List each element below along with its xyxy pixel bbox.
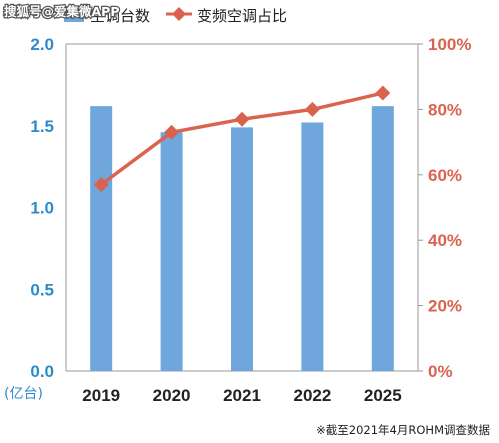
legend-bar-swatch bbox=[64, 6, 84, 22]
right-tick-label: 40% bbox=[428, 231, 462, 250]
x-tick-label: 2020 bbox=[153, 386, 191, 405]
left-tick-label: 0.5 bbox=[30, 280, 54, 299]
x-tick-label: 2021 bbox=[223, 386, 261, 405]
line-point bbox=[234, 111, 250, 127]
legend-line-label: 变频空调占比 bbox=[197, 7, 287, 25]
left-tick-label: 0.0 bbox=[30, 362, 54, 381]
watermark: 搜狐号@爱集微APP bbox=[4, 4, 120, 19]
source-note: ※截至2021年4月ROHM调查数据 bbox=[316, 423, 490, 437]
right-tick-label: 60% bbox=[428, 166, 462, 185]
bar bbox=[231, 127, 253, 371]
line-point bbox=[375, 85, 391, 101]
right-tick-label: 20% bbox=[428, 297, 462, 316]
bar bbox=[90, 106, 113, 371]
legend-bar-label: 空调台数 bbox=[90, 7, 150, 25]
bar bbox=[301, 122, 324, 371]
right-tick-label: 100% bbox=[428, 35, 471, 54]
x-tick-label: 2022 bbox=[293, 386, 331, 405]
bar bbox=[160, 132, 183, 371]
left-tick-label: 1.5 bbox=[30, 117, 54, 136]
bar bbox=[371, 106, 394, 371]
right-tick-label: 80% bbox=[428, 100, 462, 119]
y-unit-label: (亿台) bbox=[4, 386, 43, 402]
line-point bbox=[304, 101, 320, 117]
legend-line-marker bbox=[172, 7, 186, 21]
x-tick-label: 2019 bbox=[82, 386, 120, 405]
left-tick-label: 2.0 bbox=[30, 35, 54, 54]
x-tick-label: 2025 bbox=[364, 386, 402, 405]
legend: 空调台数 变频空调占比 bbox=[64, 6, 287, 25]
right-tick-label: 0% bbox=[428, 362, 453, 381]
line-point bbox=[164, 124, 180, 140]
left-tick-label: 1.0 bbox=[30, 199, 54, 218]
line-point bbox=[93, 177, 109, 193]
